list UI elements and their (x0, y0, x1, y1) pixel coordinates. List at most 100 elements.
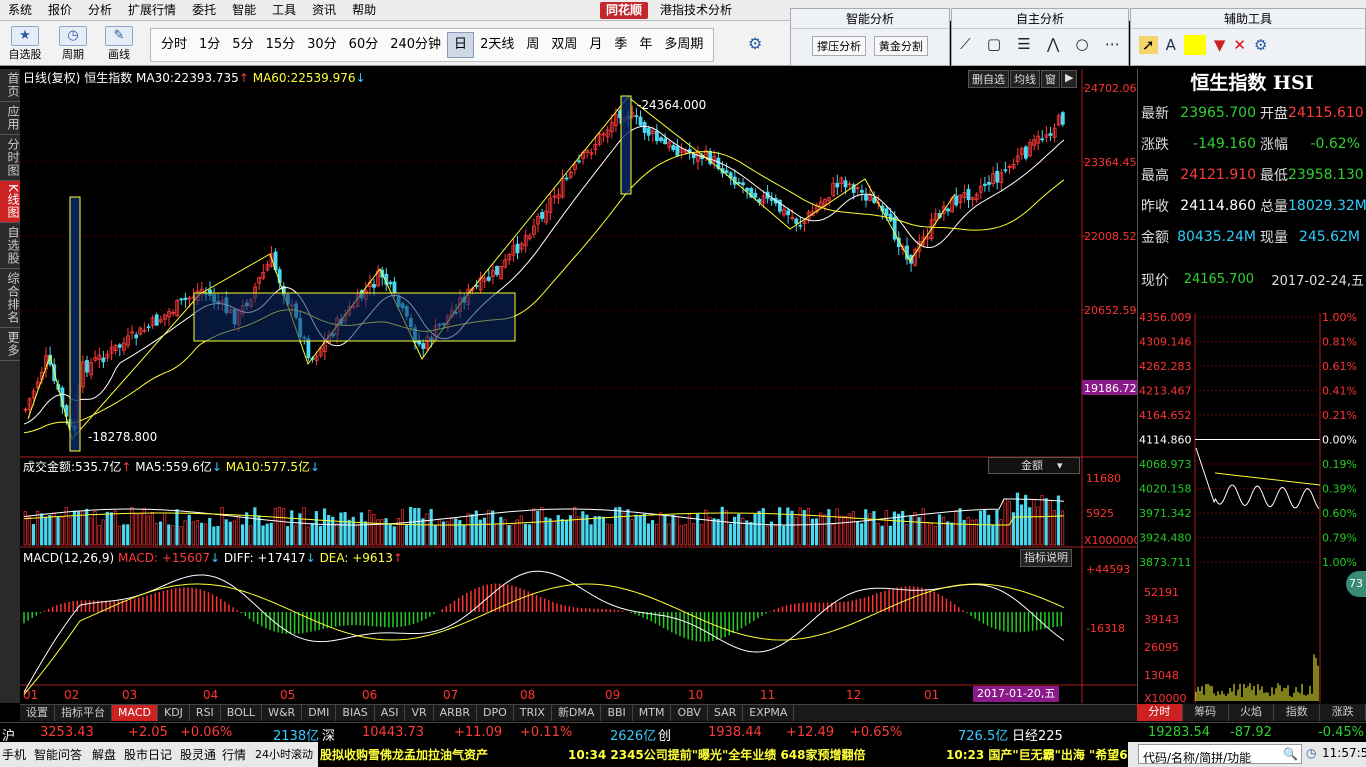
settings-icon[interactable]: ⚙ (1253, 36, 1268, 54)
mini-tab[interactable]: 指数 (1274, 704, 1321, 721)
status-qa[interactable]: 智能问答 (34, 748, 83, 762)
side-tab[interactable]: 综合排名 (0, 269, 20, 328)
indicator-tab[interactable]: SAR (708, 705, 744, 721)
intraday-mini-chart[interactable]: 4356.009 1.00% 4309.146 0.81% 4262.283 0.61% 4… (1137, 311, 1366, 705)
menu-item[interactable]: 智能 (232, 2, 257, 17)
volume-selector[interactable]: 金额 ▾ (988, 457, 1080, 474)
menu-item[interactable]: 工具 (272, 2, 297, 17)
menu-item[interactable]: 帮助 (352, 2, 377, 17)
period-option[interactable]: 1分 (199, 37, 221, 52)
indicator-tab[interactable]: MACD (112, 705, 158, 721)
period-option[interactable]: 15分 (265, 37, 296, 52)
period-option[interactable]: 60分 (348, 37, 379, 52)
period-option[interactable]: 多周期 (664, 37, 704, 52)
mini-tab[interactable]: 分时 (1137, 704, 1183, 721)
delete-self-select-button[interactable]: 删自选 (968, 70, 1009, 88)
indicator-tab[interactable]: TRIX (514, 705, 552, 721)
status-market[interactable]: 行情 (222, 748, 247, 762)
text-tool-icon[interactable]: A (1165, 36, 1176, 54)
expand-icon[interactable]: ▶ (1061, 70, 1078, 88)
period-option[interactable]: 5分 (232, 37, 254, 52)
period-option[interactable]: 周 (526, 37, 540, 52)
status-analysis[interactable]: 解盘 (92, 748, 117, 762)
gear-icon[interactable]: ⚙ (748, 34, 763, 53)
news-item[interactable]: 股拟收购雪佛龙孟加拉油气资产 (320, 748, 489, 762)
wave-tool-icon[interactable]: ⋀ (1046, 35, 1060, 53)
indicator-tab[interactable]: BBI (601, 705, 633, 721)
indicator-tab[interactable]: 新DMA (552, 705, 602, 721)
candle-body (913, 248, 918, 266)
indicator-tab[interactable]: DMI (302, 705, 337, 721)
search-input[interactable]: 代码/名称/简拼/功能 🔍 (1138, 744, 1302, 765)
candle-body (486, 276, 491, 281)
period-option[interactable]: 240分钟 (390, 37, 442, 52)
menu-item[interactable]: 分析 (88, 2, 113, 17)
menu-item[interactable]: 委托 (192, 2, 217, 17)
indicator-tab[interactable]: EXPMA (743, 705, 795, 721)
indicator-tab[interactable]: VR (405, 705, 434, 721)
side-tab[interactable]: 应用 (0, 102, 20, 135)
cursor-icon[interactable]: ➚ (1139, 36, 1158, 54)
indicator-tab[interactable]: OBV (671, 705, 708, 721)
period-option[interactable]: 分时 (161, 37, 188, 52)
indicator-tab[interactable]: BOLL (221, 705, 263, 721)
news-scroller[interactable]: 股拟收购雪佛龙孟加拉油气资产 10:34 2345公司提前"曝光"全年业绩 64… (318, 742, 1128, 767)
self-select-button[interactable]: ★ 自选股 (8, 26, 42, 61)
volume-bar (339, 512, 343, 546)
status-mobile[interactable]: 手机 (2, 748, 27, 762)
indicator-tab[interactable]: KDJ (158, 705, 190, 721)
news-item[interactable]: 10:34 2345公司提前"曝光"全年业绩 648家预增翻倍 (568, 748, 866, 762)
mini-tab[interactable]: 火焰 (1229, 704, 1275, 721)
period-option[interactable]: 30分 (307, 37, 337, 52)
indicator-tab[interactable]: RSI (190, 705, 221, 721)
indicator-tab[interactable]: BIAS (336, 705, 375, 721)
period-option[interactable]: 2天线 (480, 37, 515, 52)
side-tab[interactable]: 分时图 (0, 135, 20, 181)
status-diary[interactable]: 股市日记 (124, 748, 173, 762)
rect-tool-icon[interactable]: ▢ (986, 35, 1002, 53)
news-item[interactable]: 10:23 国产"巨无霸"出海 "希望6 (946, 748, 1128, 762)
menu-item[interactable]: 扩展行情 (128, 2, 177, 17)
color-swatch[interactable] (1183, 35, 1206, 55)
golden-section-button[interactable]: 黄金分割 (873, 36, 928, 56)
indicator-explain-button[interactable]: 指标说明 (1020, 549, 1072, 567)
period-option[interactable]: 日 (447, 32, 475, 58)
sh-amount: 2138亿 (273, 729, 320, 744)
status-ling[interactable]: 股灵通 (180, 748, 217, 762)
fib-tool-icon[interactable]: ☰ (1017, 35, 1031, 53)
support-resistance-button[interactable]: 撑压分析 (812, 36, 867, 56)
menu-item[interactable]: 系统 (8, 2, 33, 17)
ma-lines-button[interactable]: 均线 (1010, 70, 1040, 88)
window-button[interactable]: 窗 (1041, 70, 1060, 88)
more-tool-icon[interactable]: ⋯ (1104, 35, 1120, 53)
menu-item[interactable]: 报价 (48, 2, 73, 17)
mini-tab[interactable]: 涨跌 (1320, 704, 1366, 721)
indicator-tab[interactable]: MTM (633, 705, 672, 721)
search-icon[interactable]: 🔍 (1283, 747, 1298, 761)
circle-tool-icon[interactable]: ○ (1075, 35, 1089, 53)
indicator-tab[interactable]: 设置 (20, 705, 55, 721)
period-button[interactable]: ◷ 周期 (54, 25, 92, 65)
period-option[interactable]: 双周 (551, 37, 578, 52)
indicator-tab[interactable]: ARBR (434, 705, 478, 721)
indicator-tab[interactable]: DPO (477, 705, 514, 721)
period-option[interactable]: 年 (639, 37, 653, 52)
notification-badge[interactable]: 73 (1346, 571, 1366, 597)
line-tool-icon[interactable]: ⟋ (960, 35, 971, 53)
menu-item[interactable]: 资讯 (312, 2, 337, 17)
side-tab[interactable]: K线图 (0, 181, 20, 223)
indicator-tab[interactable]: 指标平台 (55, 705, 112, 721)
delete-icon[interactable]: ✕ (1233, 36, 1246, 54)
side-tab[interactable]: 首页 (0, 69, 20, 102)
indicator-tab[interactable]: W&R (262, 705, 303, 721)
period-option[interactable]: 季 (614, 37, 628, 52)
status-rolling[interactable]: 24小时滚动 (255, 748, 313, 761)
side-tab[interactable]: 自选股 (0, 223, 20, 269)
side-tab[interactable]: 更多 (0, 328, 20, 361)
bookmark-icon[interactable]: ▼ (1213, 36, 1226, 54)
indicator-tab[interactable]: ASI (375, 705, 406, 721)
draw-line-button[interactable]: ✎ 画线 (100, 25, 138, 65)
period-option[interactable]: 月 (589, 37, 603, 52)
kline-chart-area[interactable]: 24702.06 23364.45 22008.52 20652.59 19186.72… (20, 69, 1137, 703)
mini-tab[interactable]: 筹码 (1183, 704, 1229, 721)
